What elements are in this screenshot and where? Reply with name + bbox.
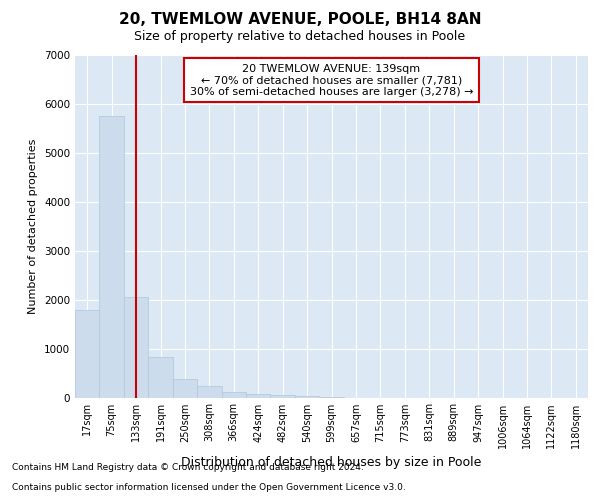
Text: 20, TWEMLOW AVENUE, POOLE, BH14 8AN: 20, TWEMLOW AVENUE, POOLE, BH14 8AN [119, 12, 481, 28]
Text: Contains public sector information licensed under the Open Government Licence v3: Contains public sector information licen… [12, 484, 406, 492]
Bar [197, 386, 221, 398]
Bar [246, 394, 271, 398]
Text: Size of property relative to detached houses in Poole: Size of property relative to detached ho… [134, 30, 466, 43]
Bar [173, 380, 197, 398]
Text: Contains HM Land Registry data © Crown copyright and database right 2024.: Contains HM Land Registry data © Crown c… [12, 464, 364, 472]
Bar [271, 395, 295, 398]
Bar [221, 392, 246, 398]
Bar [319, 396, 344, 398]
Bar [148, 358, 173, 398]
Bar [124, 297, 148, 398]
Bar [295, 396, 319, 398]
Text: 20 TWEMLOW AVENUE: 139sqm
← 70% of detached houses are smaller (7,781)
30% of se: 20 TWEMLOW AVENUE: 139sqm ← 70% of detac… [190, 64, 473, 97]
Y-axis label: Number of detached properties: Number of detached properties [28, 138, 38, 314]
Bar [100, 116, 124, 398]
X-axis label: Distribution of detached houses by size in Poole: Distribution of detached houses by size … [181, 456, 482, 469]
Bar [75, 310, 100, 398]
